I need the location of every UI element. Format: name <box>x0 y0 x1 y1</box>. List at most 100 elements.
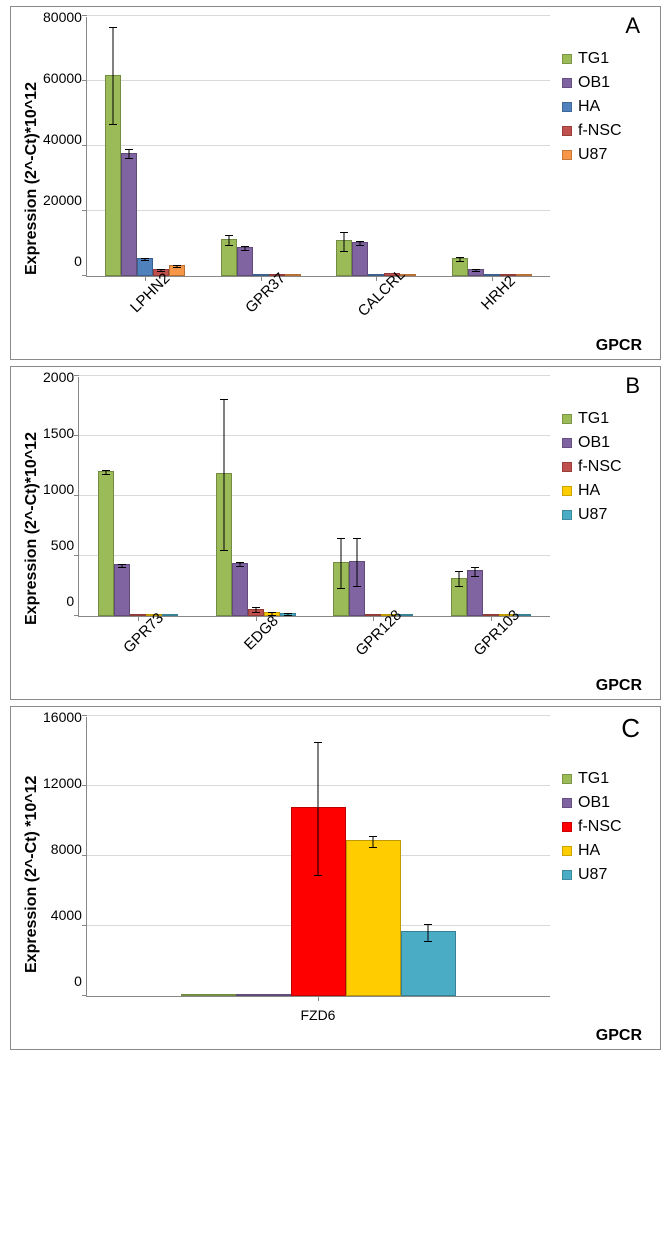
error-cap <box>236 562 244 563</box>
plot-column: 80000600004000020000080000LPHN2GPR37CALC… <box>43 17 550 341</box>
legend: TG1OB1f-NSCHAU87 <box>550 407 650 681</box>
error-cap <box>471 576 479 577</box>
x-tick-mark <box>492 276 493 281</box>
y-tick-label: 12000 <box>43 775 82 791</box>
bar <box>137 258 153 276</box>
bar <box>452 258 468 276</box>
legend-item: OB1 <box>562 74 650 92</box>
error-cap <box>109 27 117 28</box>
plot-column: 20001500100050002000GPR73EDG8GPR128GPR10… <box>43 377 550 681</box>
error-cap <box>369 847 377 848</box>
x-label: LPHN2 <box>86 283 202 341</box>
legend-swatch <box>562 78 572 88</box>
error-cap <box>472 269 480 270</box>
bar-group <box>79 377 197 616</box>
error-cap <box>340 251 348 252</box>
error-cap <box>369 836 377 837</box>
error-cap <box>353 538 361 539</box>
bar <box>451 578 467 616</box>
y-tick-label: 1500 <box>43 425 74 441</box>
bar <box>248 609 264 616</box>
bar <box>121 153 137 277</box>
legend-swatch <box>562 462 572 472</box>
x-tick-mark <box>256 616 257 621</box>
error-bar <box>112 27 113 125</box>
chart-body: Expression (2^-Ct)*10^128000060000400002… <box>21 17 650 341</box>
x-label: EDG8 <box>196 623 314 681</box>
x-tick-mark <box>261 276 262 281</box>
plot-column: 160001200080004000016000FZD6 <box>43 717 550 1031</box>
x-label: GPR103 <box>432 623 550 681</box>
panel-panelC: Expression (2^-Ct) *10^12160001200080004… <box>10 706 661 1050</box>
x-labels-inner: FZD6 <box>86 1003 550 1031</box>
x-tick-mark <box>376 276 377 281</box>
bar-group <box>197 377 315 616</box>
legend-label: HA <box>578 482 600 500</box>
legend-label: HA <box>578 98 600 116</box>
x-tick-mark <box>138 616 139 621</box>
y-tick-label: 2000 <box>43 369 74 385</box>
legend-label: OB1 <box>578 434 610 452</box>
error-cap <box>141 260 149 261</box>
error-cap <box>252 612 260 613</box>
legend-swatch <box>562 102 572 112</box>
plot-area <box>86 17 550 277</box>
error-cap <box>173 265 181 266</box>
y-tick-label: 80000 <box>43 9 82 25</box>
x-label: GPR37 <box>202 283 318 341</box>
error-cap <box>340 232 348 233</box>
bar <box>162 614 178 616</box>
legend-item: U87 <box>562 506 650 524</box>
x-label-wrap: 16000FZD6 <box>43 997 550 1031</box>
bar-group <box>203 17 319 276</box>
error-cap <box>241 246 249 247</box>
legend-label: TG1 <box>578 770 609 788</box>
x-tick-mark <box>145 276 146 281</box>
error-cap <box>125 149 133 150</box>
x-labels-inner: GPR73EDG8GPR128GPR103 <box>78 623 550 681</box>
bar <box>181 994 236 996</box>
legend: TG1OB1HAf-NSCU87 <box>550 47 650 341</box>
legend-label: f-NSC <box>578 818 622 836</box>
y-ticks: 1600012000800040000 <box>43 717 86 997</box>
bar-group <box>318 17 434 276</box>
error-cap <box>141 258 149 259</box>
legend-swatch <box>562 150 572 160</box>
error-bar <box>357 538 358 586</box>
y-tick-mark <box>82 715 87 716</box>
bar <box>468 269 484 276</box>
y-axis-title: Expression (2^-Ct)*10^12 <box>21 377 43 681</box>
y-tick-label: 0 <box>74 973 82 989</box>
legend-label: HA <box>578 842 600 860</box>
error-cap <box>102 474 110 475</box>
bar-group <box>434 17 550 276</box>
panel-panelA: Expression (2^-Ct)*10^128000060000400002… <box>10 6 661 360</box>
x-tick-mark <box>318 996 319 1001</box>
error-bar <box>228 235 229 245</box>
bar <box>352 242 368 276</box>
legend: TG1OB1f-NSCHAU87 <box>550 767 650 1031</box>
legend-item: TG1 <box>562 410 650 428</box>
legend-item: OB1 <box>562 434 650 452</box>
y-tick-mark <box>74 375 79 376</box>
x-label: HRH2 <box>434 283 550 341</box>
x-label-wrap: 80000LPHN2GPR37CALCRLHRH2 <box>43 277 550 341</box>
error-cap <box>456 261 464 262</box>
error-cap <box>314 742 322 743</box>
error-bar <box>475 567 476 577</box>
legend-label: f-NSC <box>578 122 622 140</box>
bar <box>349 561 365 616</box>
x-label-text: EDG8 <box>241 613 282 654</box>
legend-item: HA <box>562 98 650 116</box>
bar <box>221 239 237 276</box>
x-label: GPR128 <box>314 623 432 681</box>
error-cap <box>337 588 345 589</box>
error-cap <box>125 158 133 159</box>
gridline <box>87 715 550 716</box>
error-cap <box>472 271 480 272</box>
error-cap <box>455 571 463 572</box>
error-cap <box>118 564 126 565</box>
y-tick-label: 60000 <box>43 70 82 86</box>
error-cap <box>424 941 432 942</box>
bar-group <box>315 377 433 616</box>
